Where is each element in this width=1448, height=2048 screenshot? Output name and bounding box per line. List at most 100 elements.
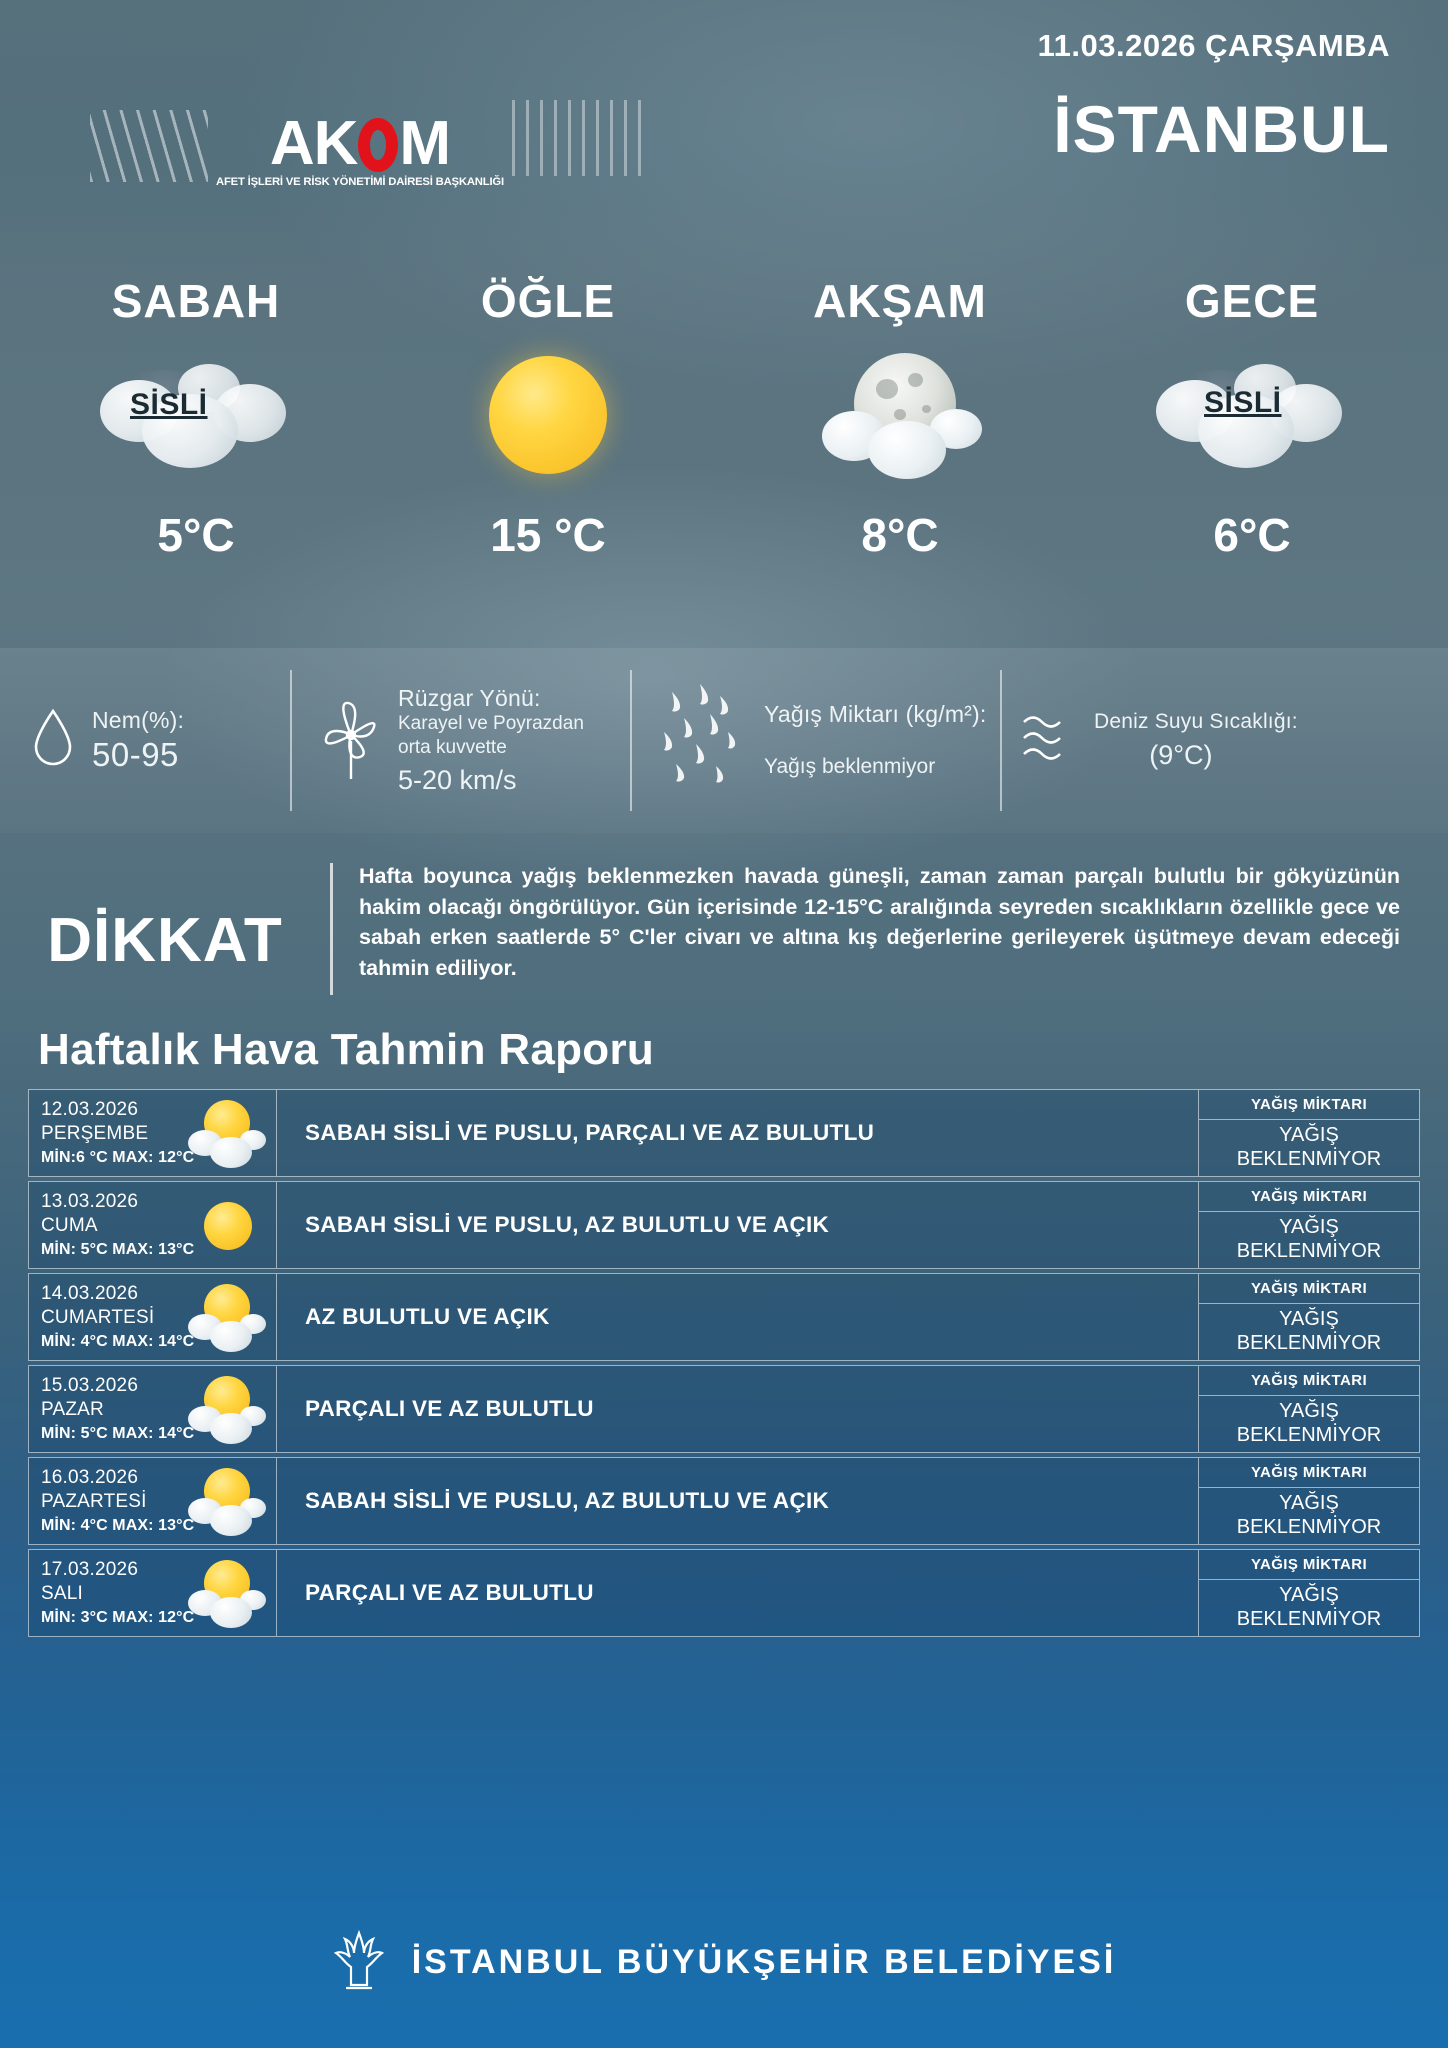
rain-value: YAĞIŞ BEKLENMİYOR <box>1199 1212 1419 1268</box>
day-part-sabah: SABAH SİSLİ 5°C <box>20 248 372 648</box>
row-temps: MİN: 3°C MAX: 12°C <box>41 1609 195 1626</box>
pinwheel-icon <box>320 695 382 786</box>
hatch-lines-left-icon <box>90 110 208 182</box>
sun-icon <box>186 1188 268 1264</box>
row-date-cell: 15.03.2026 PAZAR MİN: 5°C MAX: 14°C <box>29 1366 277 1452</box>
waves-icon <box>1020 708 1078 773</box>
precip-label: Yağış Miktarı (kg/m²): <box>764 700 987 727</box>
row-date: 17.03.2026 <box>41 1559 139 1580</box>
sun-behind-cloud-icon <box>186 1464 268 1540</box>
row-temps: MİN: 5°C MAX: 13°C <box>41 1241 195 1258</box>
row-description: SABAH SİSLİ VE PUSLU, AZ BULUTLU VE AÇIK <box>277 1182 1199 1268</box>
stat-sea-temperature: Deniz Suyu Sıcaklığı: (9°C) <box>1000 648 1300 833</box>
row-temps: MİN: 4°C MAX: 13°C <box>41 1517 195 1534</box>
rain-value: YAĞIŞ BEKLENMİYOR <box>1199 1488 1419 1544</box>
fog-icon <box>96 350 296 480</box>
stats-band: Nem(%): 50-95 Rüzgar Yönü: Karayel ve Po… <box>0 648 1448 833</box>
humidity-label: Nem(%): <box>92 707 185 733</box>
row-description: SABAH SİSLİ VE PUSLU, PARÇALI VE AZ BULU… <box>277 1090 1199 1176</box>
row-rain-cell: YAĞIŞ MİKTARI YAĞIŞ BEKLENMİYOR <box>1199 1550 1419 1636</box>
row-date-cell: 13.03.2026 CUMA MİN: 5°C MAX: 13°C <box>29 1182 277 1268</box>
akom-letters-m: M <box>399 109 451 179</box>
row-date: 12.03.2026 <box>41 1099 139 1120</box>
rain-header: YAĞIŞ MİKTARI <box>1199 1366 1419 1396</box>
header: 11.03.2026 ÇARŞAMBA İSTANBUL AK M AFET İ… <box>0 0 1448 248</box>
row-rain-cell: YAĞIŞ MİKTARI YAĞIŞ BEKLENMİYOR <box>1199 1458 1419 1544</box>
wind-speed: 5-20 km/s <box>398 765 517 796</box>
akom-red-o-icon <box>358 117 399 172</box>
row-temps: MİN: 4°C MAX: 14°C <box>41 1333 195 1350</box>
raindrops-icon <box>650 678 758 803</box>
report-date: 11.03.2026 ÇARŞAMBA <box>1037 28 1390 63</box>
row-temps: MİN:6 °C MAX: 12°C <box>41 1149 195 1166</box>
row-rain-cell: YAĞIŞ MİKTARI YAĞIŞ BEKLENMİYOR <box>1199 1366 1419 1452</box>
row-day: PAZARTESİ <box>41 1491 147 1512</box>
row-date-cell: 14.03.2026 CUMARTESİ MİN: 4°C MAX: 14°C <box>29 1274 277 1360</box>
row-rain-cell: YAĞIŞ MİKTARI YAĞIŞ BEKLENMİYOR <box>1199 1090 1419 1176</box>
akom-letters-ak: AK <box>269 109 359 179</box>
row-day: SALI <box>41 1583 83 1604</box>
akom-subtitle: AFET İŞLERİ VE RİSK YÖNETİMİ DAİRESİ BAŞ… <box>216 176 504 188</box>
rain-value-line2: BEKLENMİYOR <box>1236 1608 1382 1630</box>
row-day: CUMARTESİ <box>41 1307 155 1328</box>
day-part-label: SABAH <box>111 275 281 327</box>
table-row: 13.03.2026 CUMA MİN: 5°C MAX: 13°C SABAH… <box>28 1181 1420 1269</box>
row-day: PERŞEMBE <box>41 1123 149 1144</box>
footer: İSTANBUL BÜYÜKŞEHİR BELEDİYESİ <box>0 1929 1448 1996</box>
stat-wind: Rüzgar Yönü: Karayel ve Poyrazdan orta k… <box>290 648 630 833</box>
stat-divider <box>630 670 632 811</box>
rain-value-line1: YAĞIŞ <box>1279 1492 1339 1515</box>
rain-value: YAĞIŞ BEKLENMİYOR <box>1199 1580 1419 1636</box>
wind-label: Rüzgar Yönü: <box>398 684 541 711</box>
row-day: PAZAR <box>41 1399 104 1420</box>
day-part-label: AKŞAM <box>813 275 987 327</box>
row-rain-cell: YAĞIŞ MİKTARI YAĞIŞ BEKLENMİYOR <box>1199 1274 1419 1360</box>
rain-value-line1: YAĞIŞ <box>1279 1584 1339 1607</box>
day-part-temp: 6°C <box>1213 509 1291 561</box>
row-day: CUMA <box>41 1215 98 1236</box>
city-name: İSTANBUL <box>1053 92 1390 166</box>
day-part-gece: GECE SİSLİ 6°C <box>1076 248 1428 648</box>
stat-divider <box>290 670 292 811</box>
table-row: 16.03.2026 PAZARTESİ MİN: 4°C MAX: 13°C … <box>28 1457 1420 1545</box>
sea-label: Deniz Suyu Sıcaklığı: <box>1094 710 1298 733</box>
rain-value-line1: YAĞIŞ <box>1279 1216 1339 1239</box>
rain-value-line1: YAĞIŞ <box>1279 1308 1339 1331</box>
stat-humidity: Nem(%): 50-95 <box>0 648 290 833</box>
row-date: 15.03.2026 <box>41 1375 139 1396</box>
water-drop-icon <box>30 707 76 774</box>
row-date: 14.03.2026 <box>41 1283 139 1304</box>
row-date: 16.03.2026 <box>41 1467 139 1488</box>
weekly-forecast-table: 12.03.2026 PERŞEMBE MİN:6 °C MAX: 12°C S… <box>28 1089 1420 1637</box>
day-part-aksam: AKŞAM 8°C <box>724 248 1076 648</box>
sun-behind-cloud-icon <box>186 1372 268 1448</box>
akom-wordmark: AK M <box>216 109 504 179</box>
rain-value-line2: BEKLENMİYOR <box>1236 1424 1382 1446</box>
sun-behind-cloud-icon <box>186 1280 268 1356</box>
day-part-label: ÖĞLE <box>480 275 616 327</box>
rain-value-line2: BEKLENMİYOR <box>1236 1240 1382 1262</box>
sun-icon <box>489 356 607 474</box>
precip-value: Yağış beklenmiyor <box>764 754 936 778</box>
rain-header: YAĞIŞ MİKTARI <box>1199 1550 1419 1580</box>
row-description: PARÇALI VE AZ BULUTLU <box>277 1550 1199 1636</box>
day-part-icon-box: SİSLİ <box>96 340 296 490</box>
hatch-lines-right-icon <box>511 100 642 176</box>
row-date: 13.03.2026 <box>41 1191 139 1212</box>
rain-header: YAĞIŞ MİKTARI <box>1199 1458 1419 1488</box>
row-date-cell: 12.03.2026 PERŞEMBE MİN:6 °C MAX: 12°C <box>29 1090 277 1176</box>
row-rain-cell: YAĞIŞ MİKTARI YAĞIŞ BEKLENMİYOR <box>1199 1182 1419 1268</box>
fog-icon <box>1152 350 1352 480</box>
table-row: 17.03.2026 SALI MİN: 3°C MAX: 12°C PARÇA… <box>28 1549 1420 1637</box>
row-date-cell: 17.03.2026 SALI MİN: 3°C MAX: 12°C <box>29 1550 277 1636</box>
table-row: 12.03.2026 PERŞEMBE MİN:6 °C MAX: 12°C S… <box>28 1089 1420 1177</box>
condition-tag: SİSLİ <box>1204 386 1282 419</box>
row-description: AZ BULUTLU VE AÇIK <box>277 1274 1199 1360</box>
day-part-icon-box: SİSLİ <box>1152 340 1352 490</box>
rain-header: YAĞIŞ MİKTARI <box>1199 1182 1419 1212</box>
day-part-ogle: ÖĞLE 15 °C <box>372 248 724 648</box>
rain-value: YAĞIŞ BEKLENMİYOR <box>1199 1120 1419 1176</box>
row-description: SABAH SİSLİ VE PUSLU, AZ BULUTLU VE AÇIK <box>277 1458 1199 1544</box>
wind-detail-1: Karayel ve Poyrazdan <box>398 712 584 734</box>
